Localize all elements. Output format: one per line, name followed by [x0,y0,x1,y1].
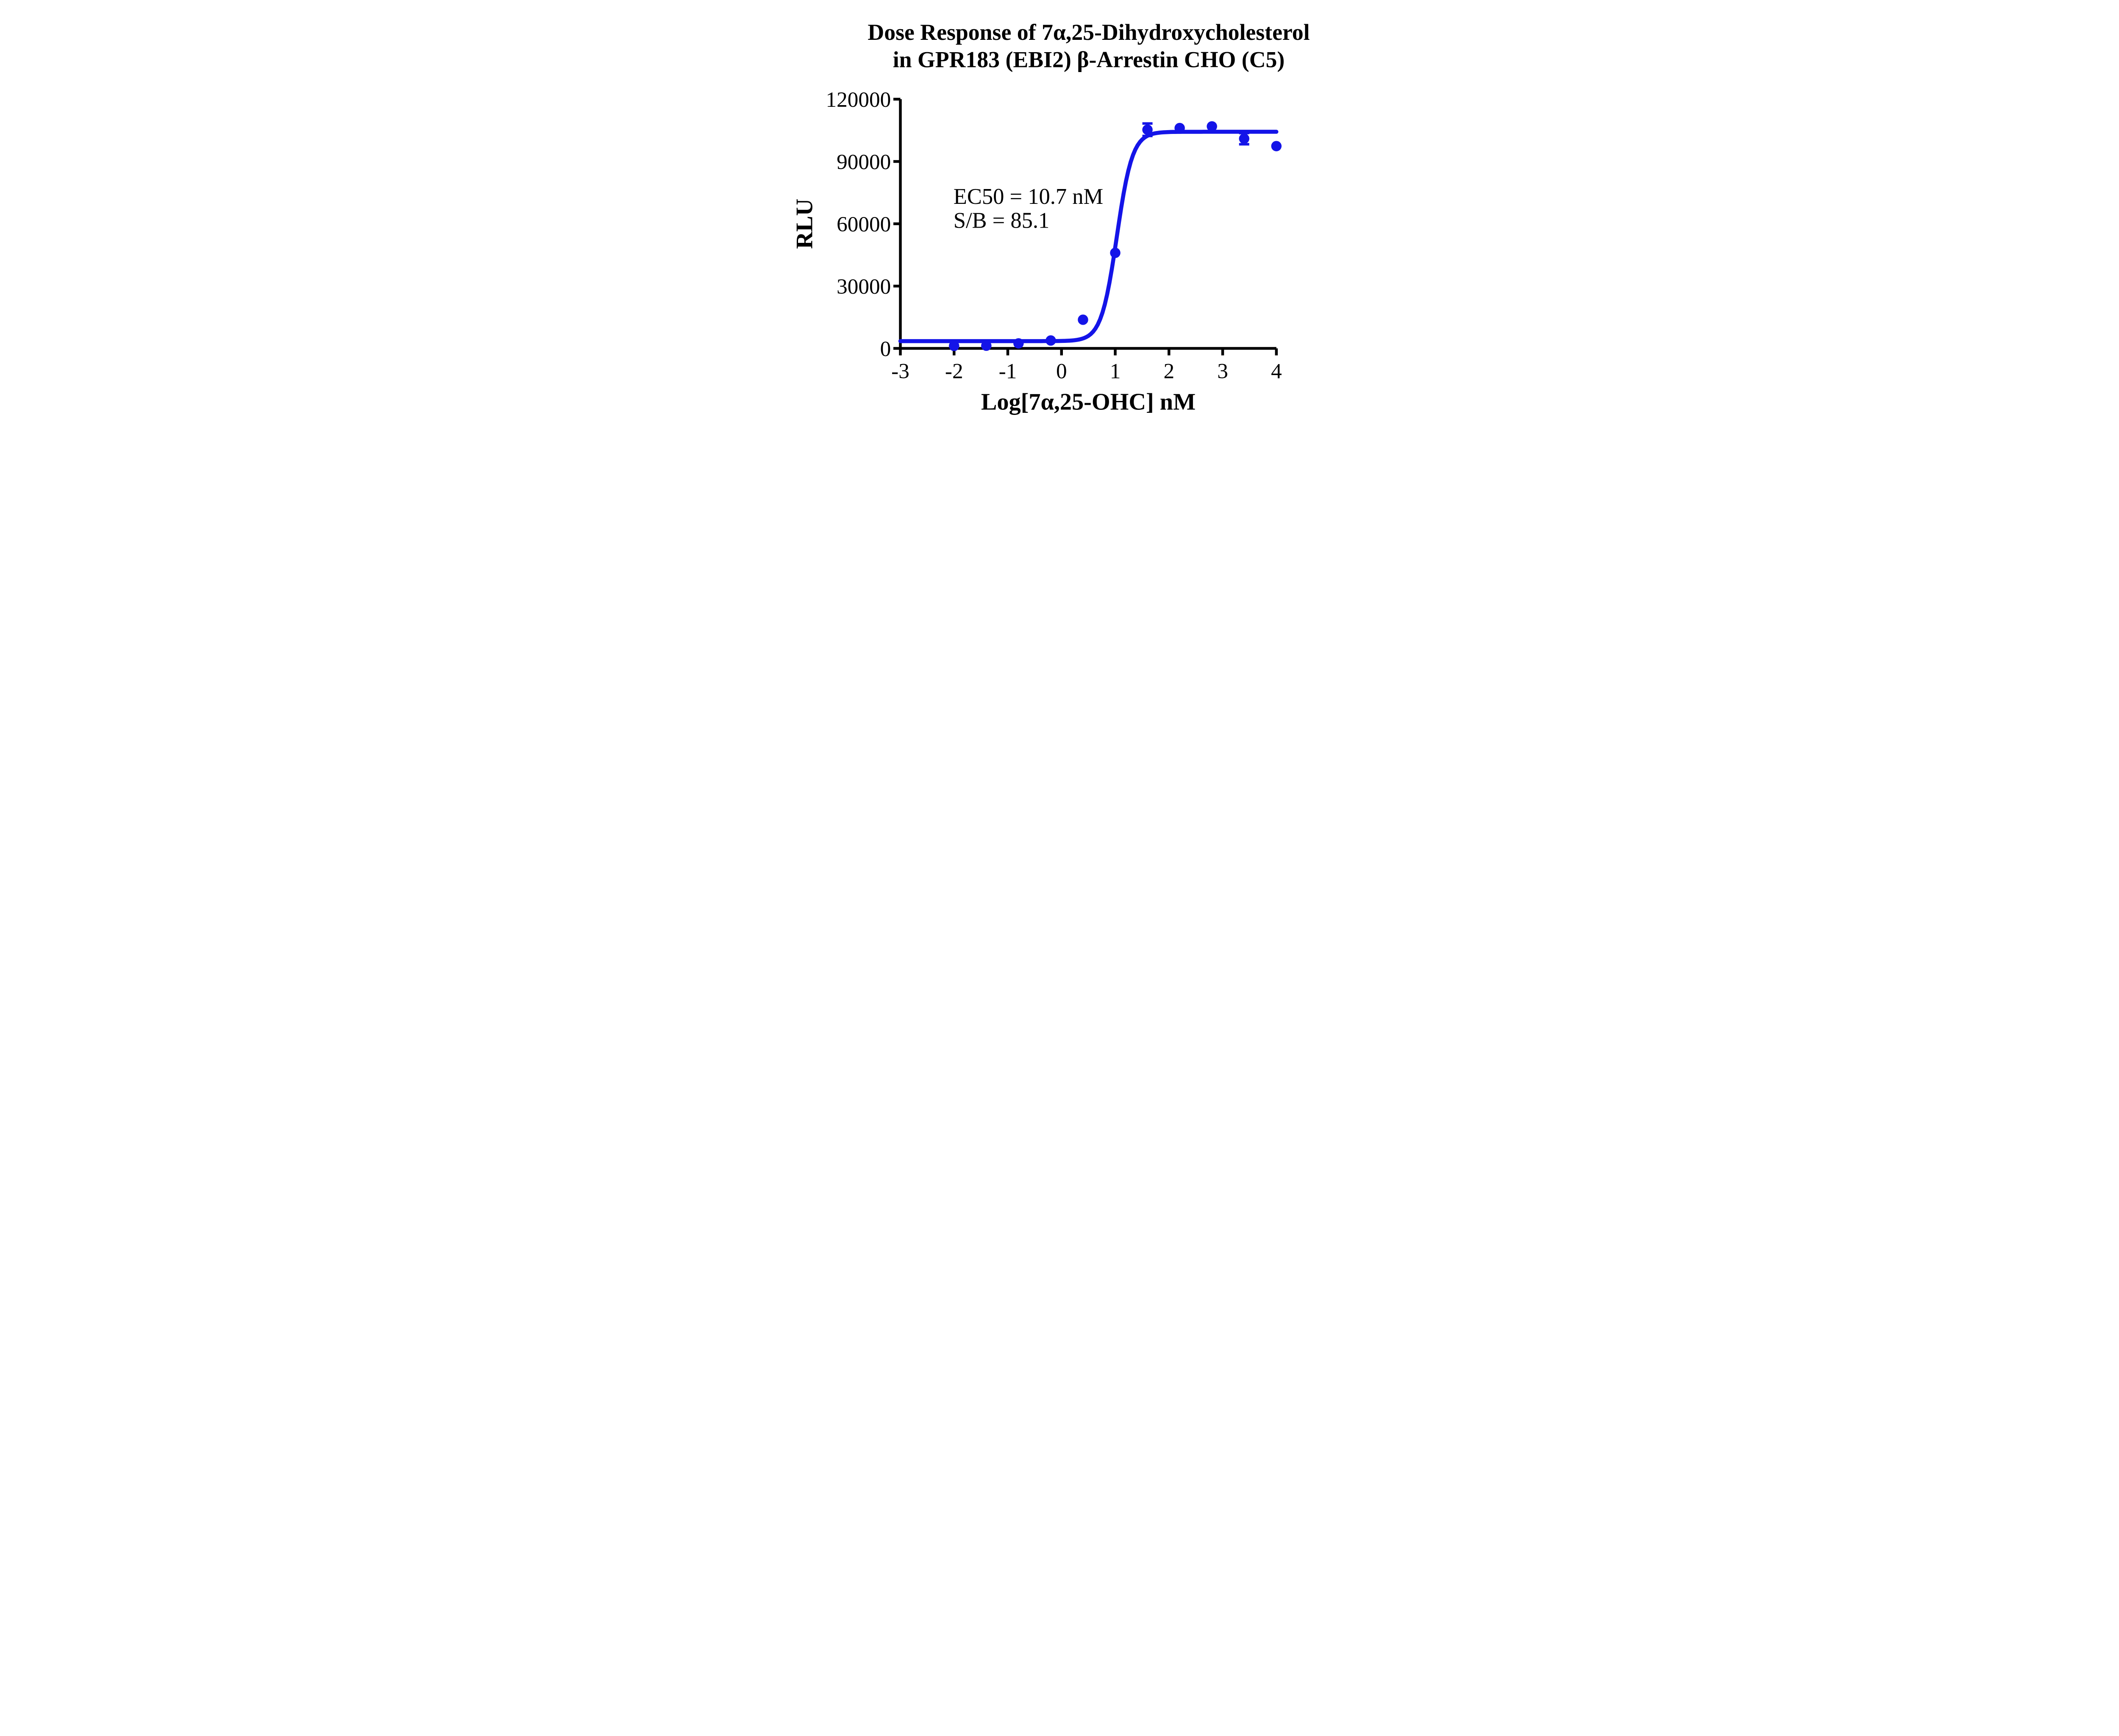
fit-curve [898,130,1279,343]
chart-title-line2: in GPR183 (EBI2) β-Arrestin CHO (C5) [893,47,1285,72]
sb-annotation: S/B = 85.1 [954,208,1050,233]
data-point-marker [1207,121,1217,132]
chart-page: -3 -2 -1 0 1 2 3 4 0 30000 60000 90000 120000 Dose R… [773,0,1346,434]
data-point-marker [981,340,992,351]
x-tick-label: -3 [891,359,909,384]
chart-title-line1: Dose Response of 7α,25-Dihydroxycholeste… [868,19,1310,45]
ec50-annotation: EC50 = 10.7 nM [954,184,1103,209]
y-tick-label: 120000 [826,88,891,112]
y-tick-label: 90000 [837,150,891,174]
plot-area: -3 -2 -1 0 1 2 3 4 0 30000 60000 90000 120000 [826,88,1282,384]
data-point-marker [1046,335,1056,346]
x-tick-label: -1 [999,359,1017,384]
y-axis-title: RLU [792,199,818,249]
y-tick-label: 60000 [837,212,891,236]
data-point-marker [1174,122,1185,134]
x-axis-title: Log[7α,25-OHC] nM [981,389,1196,415]
x-tick-label: 2 [1163,359,1174,384]
x-tick-label: 3 [1217,359,1228,384]
x-tick-label: 0 [1056,359,1067,384]
y-tick-label: 30000 [837,275,891,299]
x-tick-label: 4 [1271,359,1282,384]
data-point-marker [1271,141,1282,151]
data-point-marker [1013,338,1024,349]
data-point-marker [1142,124,1153,135]
x-tick-label: -2 [945,359,963,384]
data-point-marker [1239,133,1249,144]
data-point-marker [1110,248,1121,258]
x-tick-label: 1 [1110,359,1121,384]
data-point-marker [1078,314,1088,325]
y-tick-label: 0 [880,337,891,361]
dose-response-chart: -3 -2 -1 0 1 2 3 4 0 30000 60000 90000 120000 Dose R… [792,19,1310,415]
data-point-marker [949,340,959,351]
